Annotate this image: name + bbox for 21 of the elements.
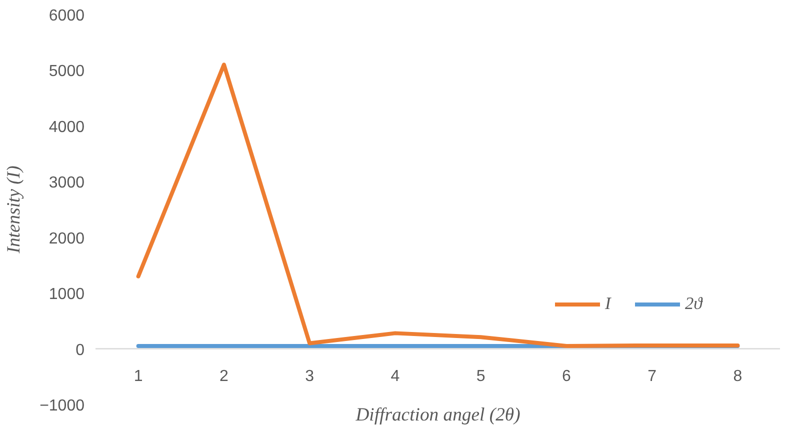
x-tick-label: 5 xyxy=(476,368,486,385)
line-series xyxy=(136,62,740,348)
y-tick-label: 3000 xyxy=(48,174,85,192)
y-tick-label: 2000 xyxy=(48,230,85,248)
legend-label: I xyxy=(605,294,612,314)
y-tick-label: 1000 xyxy=(48,286,85,304)
y-tick-label: 5000 xyxy=(48,63,85,80)
legend-label: 2ϑ xyxy=(685,294,704,314)
x-tick-label: 8 xyxy=(733,368,742,385)
y-tick-label: 6000 xyxy=(48,8,85,24)
x-tick-label: 1 xyxy=(134,368,143,385)
x-tick-label: 7 xyxy=(648,368,657,385)
y-axis-title: Intensity (I) xyxy=(4,166,25,254)
x-tick-label: 6 xyxy=(562,368,571,385)
x-tick-label: 4 xyxy=(390,368,400,385)
y-tick-label: 0 xyxy=(76,342,85,359)
y-tick-label: 4000 xyxy=(48,118,85,136)
x-axis-title: Diffraction angel (2θ) xyxy=(354,404,520,426)
y-tick-label: −1000 xyxy=(40,398,85,414)
x-tick-label: 2 xyxy=(219,368,228,385)
x-tick-label: 3 xyxy=(305,368,314,385)
